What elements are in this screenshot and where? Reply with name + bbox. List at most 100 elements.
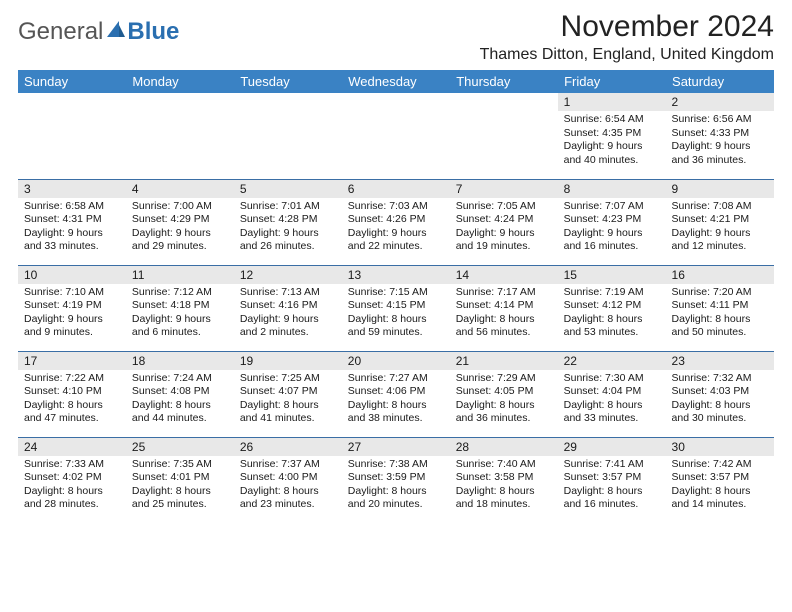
day-number: 29 [558, 438, 666, 456]
daylight-text: Daylight: 9 hours and 6 minutes. [132, 313, 228, 340]
sunset-text: Sunset: 4:07 PM [240, 385, 336, 399]
sunrise-text: Sunrise: 7:42 AM [672, 458, 768, 472]
daylight-text: Daylight: 8 hours and 14 minutes. [672, 485, 768, 512]
title-block: November 2024 Thames Ditton, England, Un… [480, 10, 774, 64]
sunset-text: Sunset: 4:19 PM [24, 299, 120, 313]
sunset-text: Sunset: 4:00 PM [240, 471, 336, 485]
calendar-day-cell: 9Sunrise: 7:08 AMSunset: 4:21 PMDaylight… [666, 179, 774, 265]
day-number: 16 [666, 266, 774, 284]
daylight-text: Daylight: 9 hours and 2 minutes. [240, 313, 336, 340]
day-details: Sunrise: 7:12 AMSunset: 4:18 PMDaylight:… [126, 284, 234, 345]
calendar-day-cell [450, 93, 558, 179]
calendar-day-cell: 22Sunrise: 7:30 AMSunset: 4:04 PMDayligh… [558, 351, 666, 437]
day-details: Sunrise: 7:17 AMSunset: 4:14 PMDaylight:… [450, 284, 558, 345]
day-number: 26 [234, 438, 342, 456]
day-details: Sunrise: 7:40 AMSunset: 3:58 PMDaylight:… [450, 456, 558, 517]
sunrise-text: Sunrise: 7:38 AM [348, 458, 444, 472]
sunset-text: Sunset: 3:58 PM [456, 471, 552, 485]
sunset-text: Sunset: 4:18 PM [132, 299, 228, 313]
day-details: Sunrise: 7:07 AMSunset: 4:23 PMDaylight:… [558, 198, 666, 259]
day-number [342, 93, 450, 97]
day-number [234, 93, 342, 97]
daylight-text: Daylight: 8 hours and 59 minutes. [348, 313, 444, 340]
calendar-week-row: 3Sunrise: 6:58 AMSunset: 4:31 PMDaylight… [18, 179, 774, 265]
calendar-day-cell: 15Sunrise: 7:19 AMSunset: 4:12 PMDayligh… [558, 265, 666, 351]
day-details: Sunrise: 7:27 AMSunset: 4:06 PMDaylight:… [342, 370, 450, 431]
calendar-week-row: 24Sunrise: 7:33 AMSunset: 4:02 PMDayligh… [18, 437, 774, 523]
daylight-text: Daylight: 9 hours and 16 minutes. [564, 227, 660, 254]
day-number: 9 [666, 180, 774, 198]
sunset-text: Sunset: 4:28 PM [240, 213, 336, 227]
daylight-text: Daylight: 8 hours and 47 minutes. [24, 399, 120, 426]
sunrise-text: Sunrise: 7:19 AM [564, 286, 660, 300]
calendar-day-cell: 18Sunrise: 7:24 AMSunset: 4:08 PMDayligh… [126, 351, 234, 437]
day-number: 28 [450, 438, 558, 456]
calendar-day-cell [342, 93, 450, 179]
sunset-text: Sunset: 4:35 PM [564, 127, 660, 141]
day-details: Sunrise: 7:10 AMSunset: 4:19 PMDaylight:… [18, 284, 126, 345]
sunrise-text: Sunrise: 7:13 AM [240, 286, 336, 300]
page-header: GeneralBlue November 2024 Thames Ditton,… [18, 10, 774, 64]
sunrise-text: Sunrise: 7:29 AM [456, 372, 552, 386]
calendar-day-cell: 3Sunrise: 6:58 AMSunset: 4:31 PMDaylight… [18, 179, 126, 265]
sunrise-text: Sunrise: 7:08 AM [672, 200, 768, 214]
calendar-day-cell [126, 93, 234, 179]
day-number: 23 [666, 352, 774, 370]
daylight-text: Daylight: 8 hours and 20 minutes. [348, 485, 444, 512]
day-number [126, 93, 234, 97]
day-number: 17 [18, 352, 126, 370]
day-number: 20 [342, 352, 450, 370]
sunset-text: Sunset: 4:04 PM [564, 385, 660, 399]
daylight-text: Daylight: 9 hours and 33 minutes. [24, 227, 120, 254]
sunrise-text: Sunrise: 7:24 AM [132, 372, 228, 386]
weekday-header: Tuesday [234, 70, 342, 93]
calendar-day-cell: 8Sunrise: 7:07 AMSunset: 4:23 PMDaylight… [558, 179, 666, 265]
sunrise-text: Sunrise: 7:15 AM [348, 286, 444, 300]
day-number [18, 93, 126, 97]
day-number: 10 [18, 266, 126, 284]
day-details: Sunrise: 7:33 AMSunset: 4:02 PMDaylight:… [18, 456, 126, 517]
daylight-text: Daylight: 8 hours and 50 minutes. [672, 313, 768, 340]
day-number: 24 [18, 438, 126, 456]
daylight-text: Daylight: 8 hours and 36 minutes. [456, 399, 552, 426]
sunset-text: Sunset: 4:33 PM [672, 127, 768, 141]
logo-sail-icon [105, 18, 127, 46]
day-number: 4 [126, 180, 234, 198]
daylight-text: Daylight: 8 hours and 18 minutes. [456, 485, 552, 512]
day-number: 14 [450, 266, 558, 284]
day-details: Sunrise: 6:58 AMSunset: 4:31 PMDaylight:… [18, 198, 126, 259]
calendar-day-cell: 28Sunrise: 7:40 AMSunset: 3:58 PMDayligh… [450, 437, 558, 523]
day-details: Sunrise: 7:42 AMSunset: 3:57 PMDaylight:… [666, 456, 774, 517]
calendar-body: 1Sunrise: 6:54 AMSunset: 4:35 PMDaylight… [18, 93, 774, 523]
daylight-text: Daylight: 8 hours and 16 minutes. [564, 485, 660, 512]
day-number: 5 [234, 180, 342, 198]
sunset-text: Sunset: 4:24 PM [456, 213, 552, 227]
sunrise-text: Sunrise: 7:30 AM [564, 372, 660, 386]
day-number: 8 [558, 180, 666, 198]
sunrise-text: Sunrise: 6:54 AM [564, 113, 660, 127]
day-details: Sunrise: 7:32 AMSunset: 4:03 PMDaylight:… [666, 370, 774, 431]
calendar-day-cell: 13Sunrise: 7:15 AMSunset: 4:15 PMDayligh… [342, 265, 450, 351]
calendar-day-cell: 19Sunrise: 7:25 AMSunset: 4:07 PMDayligh… [234, 351, 342, 437]
day-number: 11 [126, 266, 234, 284]
calendar-day-cell: 25Sunrise: 7:35 AMSunset: 4:01 PMDayligh… [126, 437, 234, 523]
sunset-text: Sunset: 4:06 PM [348, 385, 444, 399]
calendar-day-cell: 11Sunrise: 7:12 AMSunset: 4:18 PMDayligh… [126, 265, 234, 351]
calendar-day-cell: 24Sunrise: 7:33 AMSunset: 4:02 PMDayligh… [18, 437, 126, 523]
sunrise-text: Sunrise: 7:10 AM [24, 286, 120, 300]
weekday-header: Monday [126, 70, 234, 93]
day-details: Sunrise: 7:37 AMSunset: 4:00 PMDaylight:… [234, 456, 342, 517]
sunrise-text: Sunrise: 6:58 AM [24, 200, 120, 214]
calendar-day-cell: 27Sunrise: 7:38 AMSunset: 3:59 PMDayligh… [342, 437, 450, 523]
day-details: Sunrise: 7:15 AMSunset: 4:15 PMDaylight:… [342, 284, 450, 345]
day-details: Sunrise: 7:22 AMSunset: 4:10 PMDaylight:… [18, 370, 126, 431]
day-number: 27 [342, 438, 450, 456]
day-details: Sunrise: 7:35 AMSunset: 4:01 PMDaylight:… [126, 456, 234, 517]
day-details: Sunrise: 6:56 AMSunset: 4:33 PMDaylight:… [666, 111, 774, 172]
calendar-day-cell: 14Sunrise: 7:17 AMSunset: 4:14 PMDayligh… [450, 265, 558, 351]
sunset-text: Sunset: 3:57 PM [672, 471, 768, 485]
calendar-day-cell: 26Sunrise: 7:37 AMSunset: 4:00 PMDayligh… [234, 437, 342, 523]
day-details: Sunrise: 6:54 AMSunset: 4:35 PMDaylight:… [558, 111, 666, 172]
weekday-header: Saturday [666, 70, 774, 93]
weekday-header-row: Sunday Monday Tuesday Wednesday Thursday… [18, 70, 774, 93]
